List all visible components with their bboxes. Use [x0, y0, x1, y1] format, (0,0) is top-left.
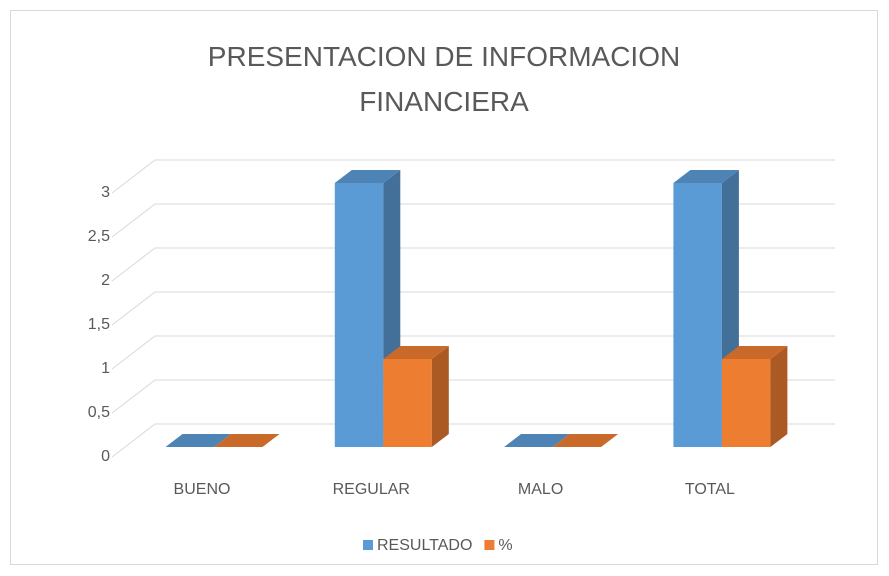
y-tick-label: 1,5 — [88, 316, 110, 333]
legend-swatch — [484, 540, 495, 550]
grid-line — [111, 203, 835, 238]
legend-label: % — [498, 537, 512, 554]
bar-top — [504, 434, 570, 447]
bar-top — [165, 434, 231, 447]
bar-side — [770, 346, 788, 447]
bar-top — [673, 170, 739, 183]
chart-title: PRESENTACION DE INFORMACION FINANCIERA — [207, 41, 681, 117]
y-tick-label: 0 — [101, 448, 110, 465]
legend-swatch — [363, 540, 373, 550]
bar-top — [334, 170, 401, 183]
bar-side — [431, 346, 449, 447]
grid-line — [111, 159, 835, 194]
x-tick-label: REGULAR — [333, 481, 410, 498]
bar-top — [552, 434, 619, 447]
y-tick-label: 2,5 — [88, 228, 110, 245]
y-tick-label: 1 — [101, 360, 110, 377]
chart-frame — [10, 10, 878, 565]
x-tick-label: BUENO — [174, 481, 231, 498]
bar-top — [214, 434, 280, 447]
bar-front — [334, 183, 384, 447]
bar-front — [673, 183, 722, 447]
grid-line — [111, 291, 835, 326]
grid-line — [111, 423, 835, 458]
x-tick-label: TOTAL — [685, 481, 735, 498]
y-tick-label: 3 — [101, 184, 110, 201]
bar-top — [721, 346, 788, 359]
bar-front — [383, 359, 432, 447]
grid-line — [111, 335, 835, 370]
grid-line — [111, 247, 835, 282]
grid-line — [111, 379, 835, 414]
y-tick-label: 0,5 — [88, 404, 110, 421]
bar-top — [383, 346, 449, 359]
x-tick-label: MALO — [518, 481, 563, 498]
y-tick-label: 2 — [101, 272, 110, 289]
bar-front — [721, 359, 771, 447]
legend-label: RESULTADO — [377, 537, 472, 554]
